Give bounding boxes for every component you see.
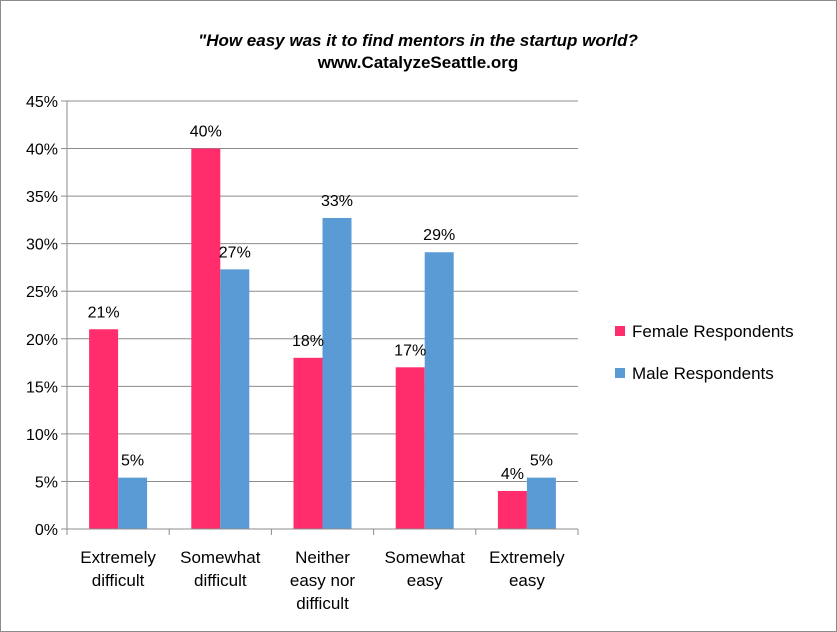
y-tick-label: 40% xyxy=(26,142,58,159)
bar xyxy=(293,357,323,529)
data-label: 29% xyxy=(423,227,455,244)
category-label: difficult xyxy=(296,594,349,613)
y-tick-label: 30% xyxy=(26,237,58,254)
category-label: easy nor xyxy=(290,571,356,590)
bar xyxy=(526,477,556,529)
data-label: 18% xyxy=(292,333,324,350)
bar xyxy=(191,148,221,530)
data-label: 17% xyxy=(394,342,426,359)
y-tick-label: 35% xyxy=(26,189,58,206)
data-label: 40% xyxy=(190,124,222,141)
bar xyxy=(118,477,148,529)
y-tick-label: 20% xyxy=(26,332,58,349)
category-label: difficult xyxy=(92,571,145,590)
category-label: Somewhat xyxy=(180,548,261,567)
data-labels: 21% 5% 40% 27% 18% 33% 17% 29% 4% 5% xyxy=(88,124,553,483)
category-label: easy xyxy=(509,571,545,590)
data-label: 27% xyxy=(219,244,251,261)
bar xyxy=(322,217,352,529)
y-tick-label: 45% xyxy=(26,94,58,111)
y-tick-label: 5% xyxy=(35,474,58,491)
data-label: 33% xyxy=(321,193,353,210)
chart-title-line1: "How easy was it to find mentors in the … xyxy=(198,31,638,50)
legend: Female Respondents Male Respondents xyxy=(615,322,794,383)
y-axis-ticks: 0% 5% 10% 15% 20% 25% 30% 35% 40% 45% xyxy=(26,94,67,539)
legend-label: Female Respondents xyxy=(632,322,794,341)
y-tick-label: 0% xyxy=(35,522,58,539)
y-tick-label: 25% xyxy=(26,284,58,301)
bar xyxy=(220,269,250,529)
category-label: difficult xyxy=(194,571,247,590)
legend-swatch xyxy=(615,326,625,336)
category-label: Extremely xyxy=(80,548,156,567)
data-label: 21% xyxy=(88,304,120,321)
bar xyxy=(89,329,119,529)
y-tick-label: 15% xyxy=(26,379,58,396)
bar xyxy=(424,252,454,529)
bars xyxy=(89,148,556,530)
y-tick-label: 10% xyxy=(26,427,58,444)
data-label: 5% xyxy=(530,453,553,470)
bar xyxy=(497,490,527,529)
legend-label: Male Respondents xyxy=(632,364,774,383)
category-label: easy xyxy=(407,571,443,590)
axes xyxy=(66,101,579,535)
legend-swatch xyxy=(615,368,625,378)
chart-title-line2: www.CatalyzeSeattle.org xyxy=(317,53,519,72)
data-label: 4% xyxy=(501,466,524,483)
data-label: 5% xyxy=(121,453,144,470)
category-label: Somewhat xyxy=(385,548,466,567)
category-label: Neither xyxy=(295,548,350,567)
bar xyxy=(395,367,425,529)
category-labels: Extremely difficult Somewhat difficult Neith… xyxy=(80,548,565,613)
category-label: Extremely xyxy=(489,548,565,567)
